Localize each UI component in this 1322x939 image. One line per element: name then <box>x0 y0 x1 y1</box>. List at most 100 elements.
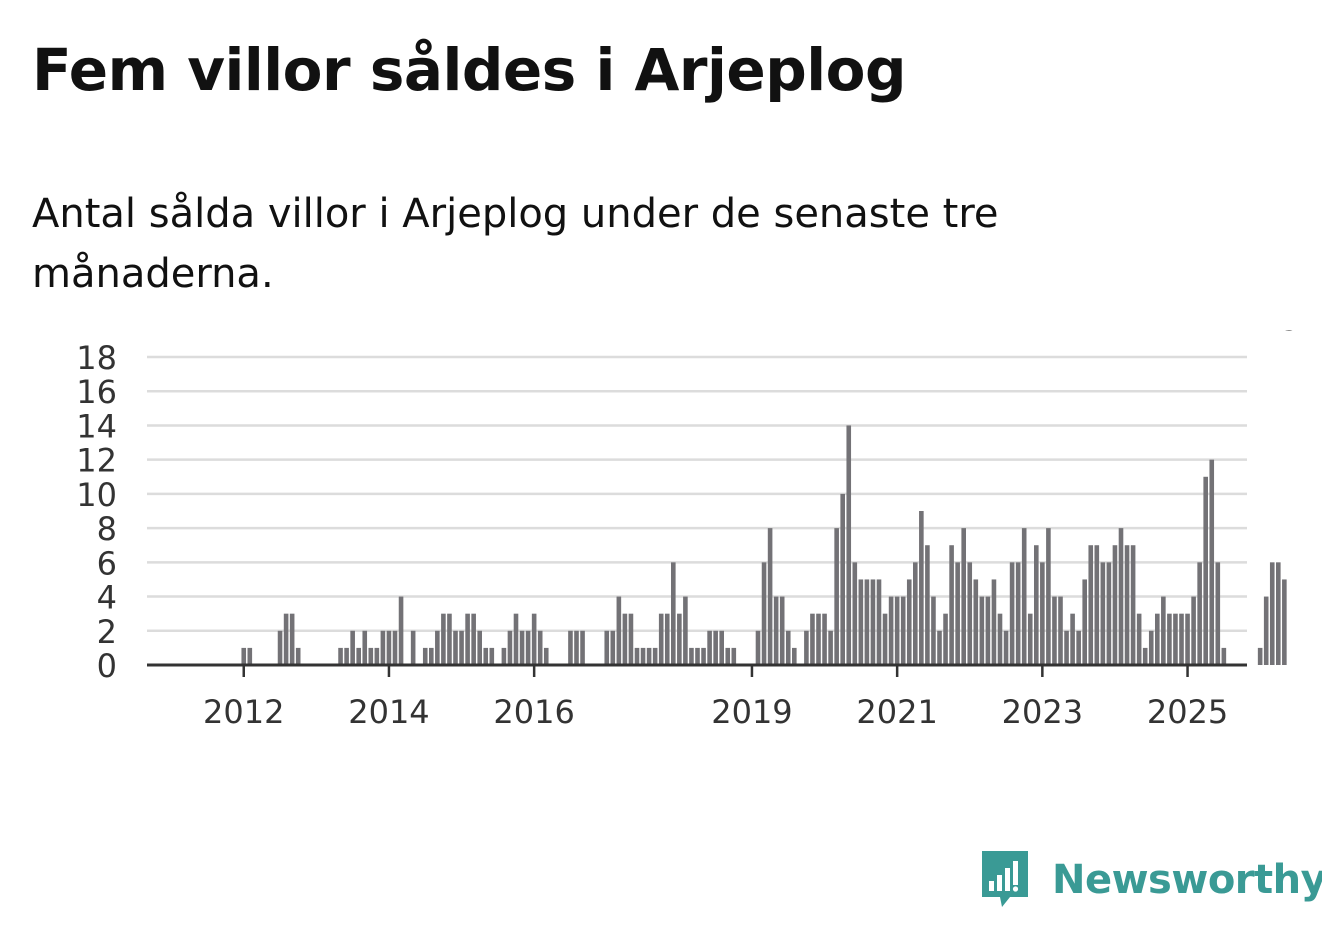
gridlines <box>147 355 1247 633</box>
x-tick-label: 2025 <box>1147 693 1228 731</box>
y-tick-label: 0 <box>97 647 117 685</box>
bar <box>852 562 858 665</box>
bar <box>1118 528 1124 665</box>
bar <box>900 596 906 665</box>
bar <box>344 647 349 665</box>
bar <box>816 613 821 665</box>
bar <box>689 647 694 665</box>
bar <box>374 647 380 665</box>
bar <box>441 613 446 665</box>
bar <box>1221 647 1227 665</box>
bar <box>386 630 392 665</box>
y-tick-label: 6 <box>97 544 117 582</box>
bar <box>925 545 930 665</box>
data-label-background <box>1273 330 1308 370</box>
brand-name: Newsworthy <box>1052 857 1322 903</box>
bar <box>610 630 616 665</box>
bar <box>483 647 489 665</box>
bar <box>568 630 573 665</box>
bar <box>1058 596 1063 665</box>
bar <box>961 528 966 665</box>
bar <box>779 596 785 665</box>
bar <box>931 596 936 665</box>
bar <box>471 613 476 665</box>
bar <box>435 630 440 665</box>
bar <box>1070 613 1075 665</box>
bar <box>913 562 918 665</box>
x-tick-label: 2021 <box>856 693 937 731</box>
bar <box>937 630 942 665</box>
bar <box>1155 613 1160 665</box>
bar <box>1015 562 1021 665</box>
y-tick-label: 18 <box>76 339 117 377</box>
bar <box>1136 613 1142 665</box>
bar <box>277 630 283 665</box>
bar <box>973 579 979 665</box>
bar <box>465 613 470 665</box>
bar <box>350 630 355 665</box>
bar <box>1064 630 1069 665</box>
bar <box>1161 596 1166 665</box>
bar <box>876 579 882 665</box>
bar <box>707 630 712 665</box>
bar <box>1034 545 1039 665</box>
bar <box>725 647 731 665</box>
bar <box>537 630 543 665</box>
bar <box>1046 528 1051 665</box>
bar <box>1209 459 1215 665</box>
bar <box>713 630 718 665</box>
bar <box>1167 613 1172 665</box>
bar <box>489 647 495 665</box>
bar <box>368 647 374 665</box>
bar <box>1269 562 1275 665</box>
bar <box>1185 613 1190 665</box>
bar <box>683 596 688 665</box>
bar <box>247 647 253 665</box>
y-tick-label: 14 <box>76 407 117 445</box>
bar <box>356 647 361 665</box>
bar <box>1173 613 1178 665</box>
bar <box>864 579 870 665</box>
bar <box>943 613 948 665</box>
bar <box>1130 545 1136 665</box>
y-tick-label: 8 <box>97 510 117 548</box>
bars <box>241 425 1287 665</box>
bar <box>525 630 531 665</box>
x-tick-label: 2019 <box>711 693 792 731</box>
bar <box>949 545 954 665</box>
bar <box>773 596 779 665</box>
bar <box>1003 630 1009 665</box>
y-tick-label: 4 <box>97 579 117 617</box>
bar <box>628 613 634 665</box>
bar <box>955 562 960 665</box>
y-tick-label: 16 <box>76 373 117 411</box>
bar <box>422 647 428 665</box>
x-tick-label: 2023 <box>1002 693 1083 731</box>
bar <box>997 613 1003 665</box>
bar <box>429 647 434 665</box>
bar <box>870 579 876 665</box>
bar <box>1263 596 1269 665</box>
data-labels: 5 <box>1273 330 1308 370</box>
bar <box>1179 613 1184 665</box>
bar <box>671 562 676 665</box>
bar <box>846 425 852 665</box>
bar <box>785 630 791 665</box>
chart-subtitle: Antal sålda villor i Arjeplog under de s… <box>32 191 999 297</box>
bar <box>804 630 809 665</box>
bar <box>979 596 985 665</box>
bar <box>761 562 767 665</box>
bar <box>1203 476 1208 665</box>
bar <box>338 647 343 665</box>
bar <box>380 630 386 665</box>
bar-chart-speech-bubble-icon <box>982 851 1028 907</box>
bar <box>501 647 507 665</box>
bar <box>810 613 815 665</box>
bar <box>652 647 658 665</box>
bar <box>1040 562 1045 665</box>
bar <box>985 596 991 665</box>
bar <box>604 630 610 665</box>
bar <box>398 596 404 665</box>
